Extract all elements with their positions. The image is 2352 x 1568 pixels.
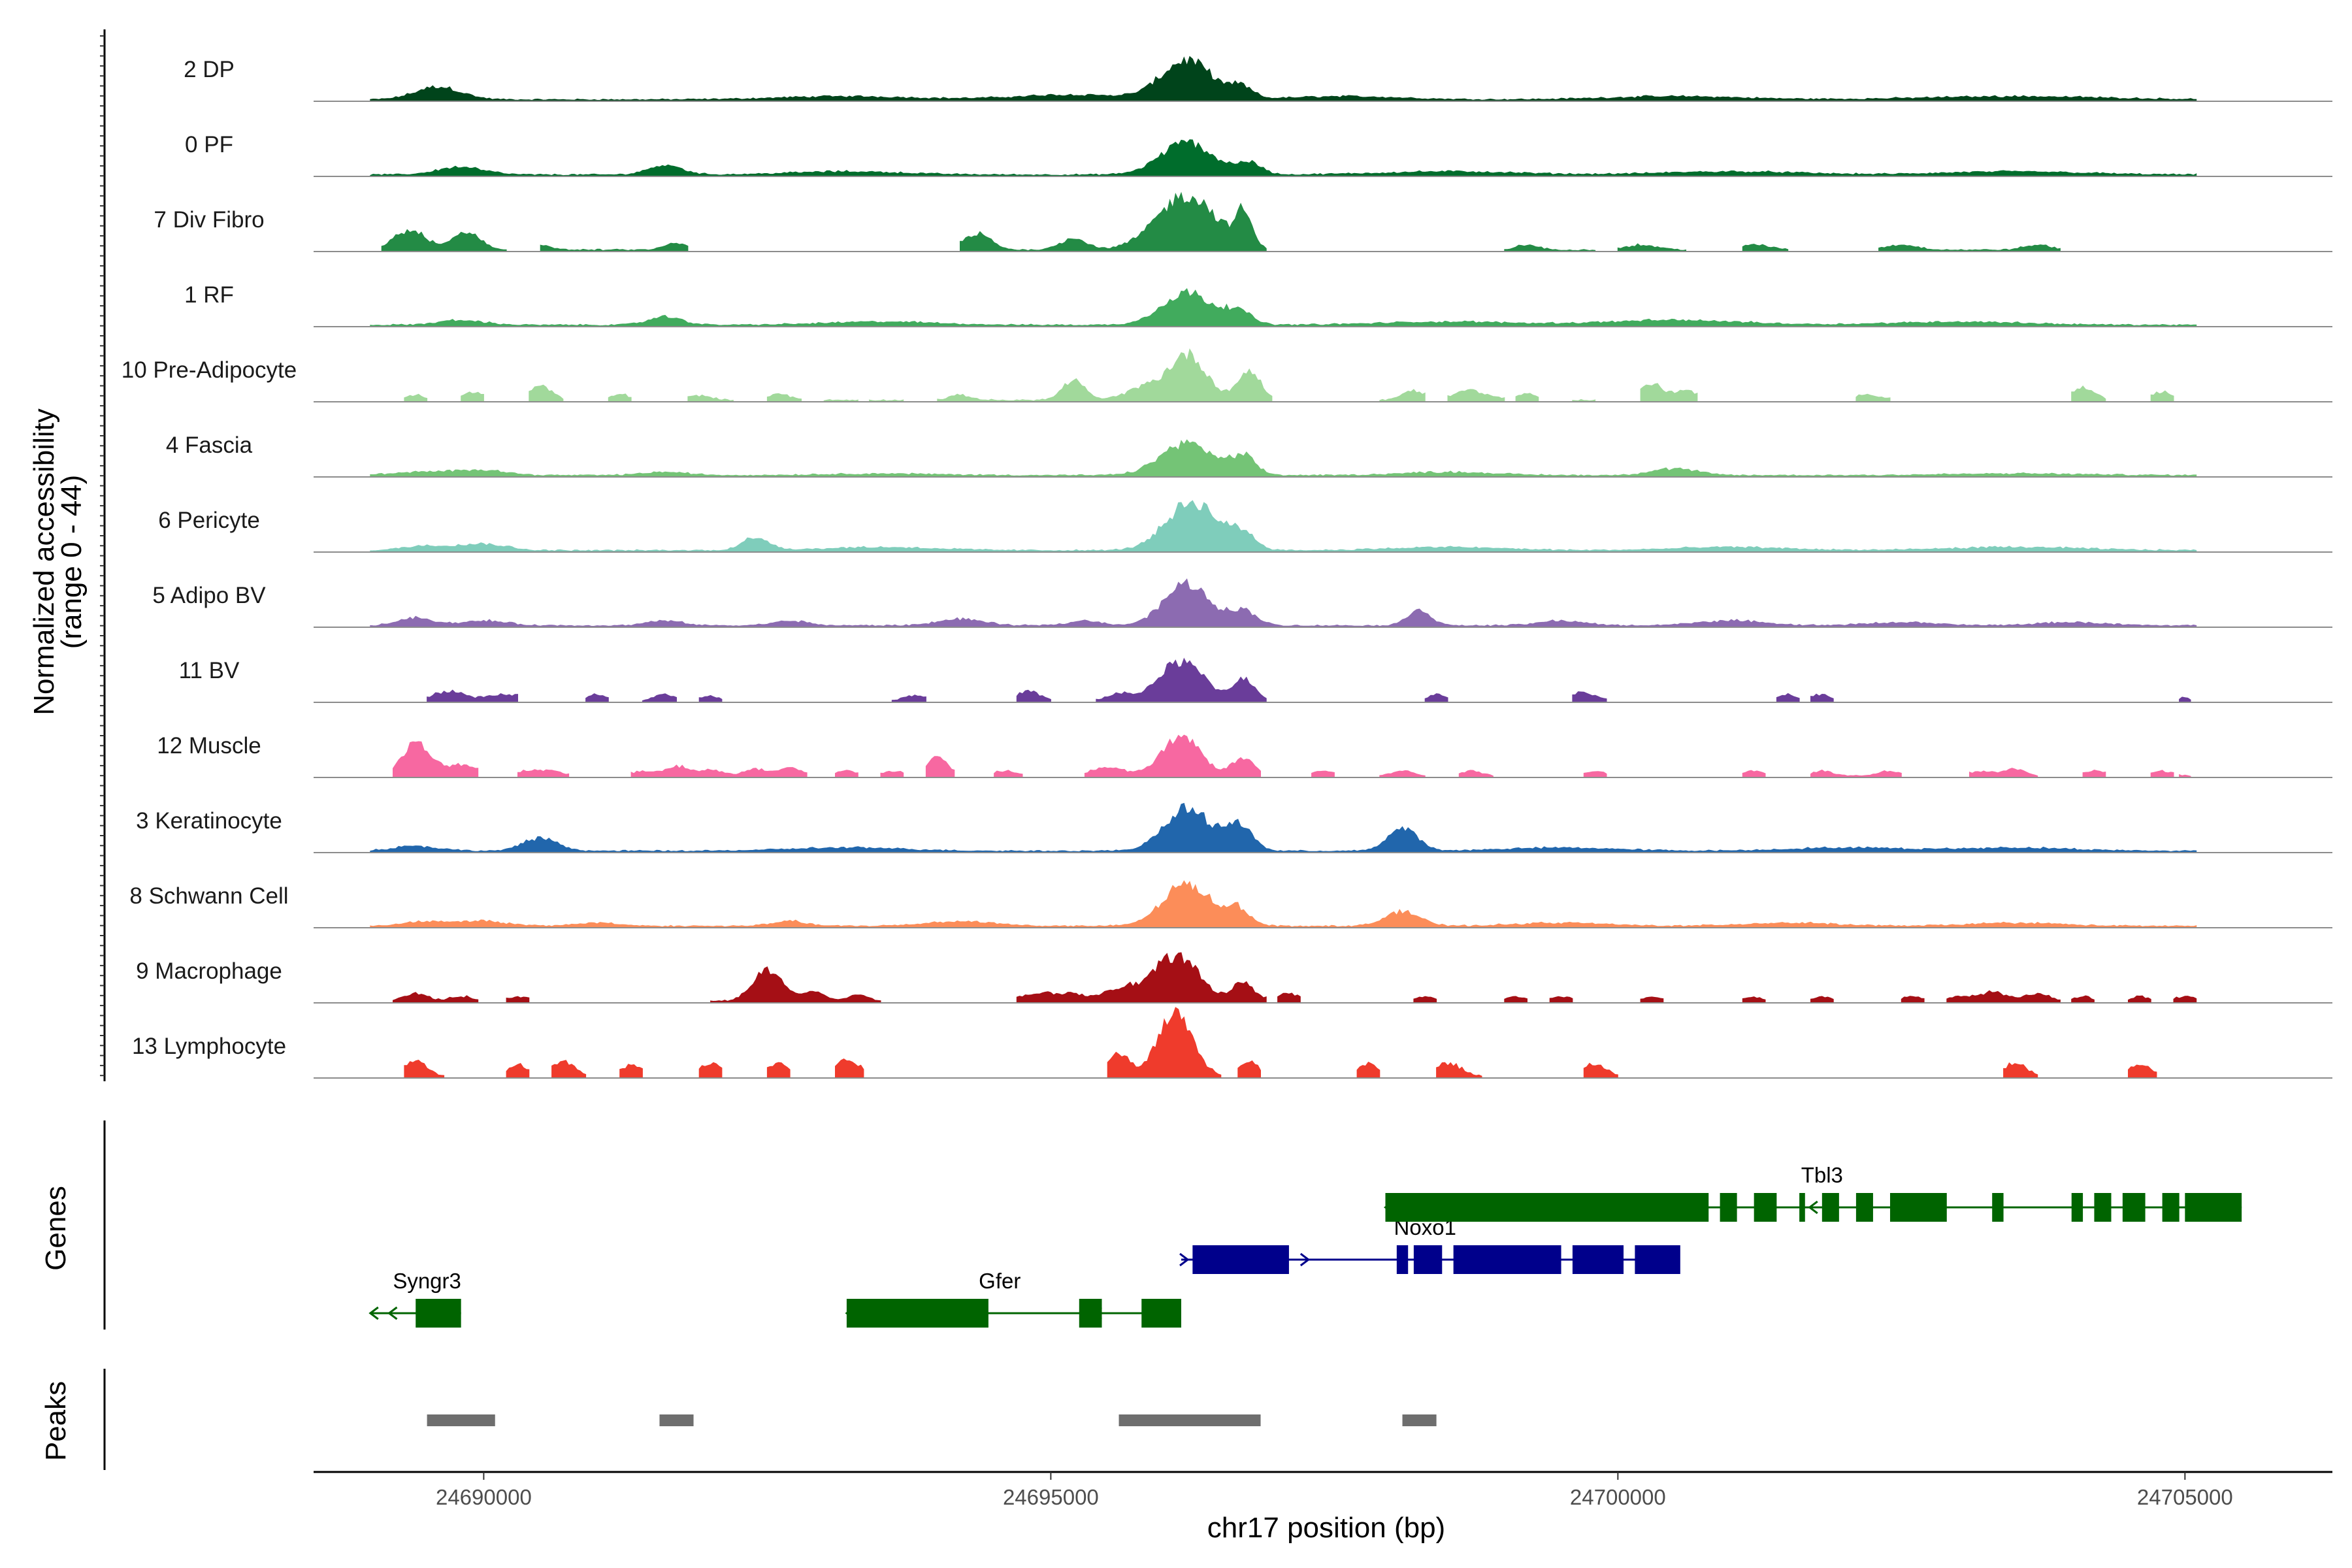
coverage-area <box>370 439 2197 478</box>
x-axis-title: chr17 position (bp) <box>1207 1512 1445 1544</box>
y-axis <box>100 29 106 1470</box>
coverage-tracks: 2 DP 0 PF 7 Div Fibro 1 RF 10 Pre-Adipocyte 4… <box>122 56 2332 1079</box>
peak-region <box>659 1414 694 1426</box>
y-axis-range: (range 0 - 44) <box>56 475 88 649</box>
gene-exon <box>1453 1245 1561 1274</box>
gene-exon <box>416 1299 461 1328</box>
x-tick-label: 24690000 <box>436 1485 532 1509</box>
peak-region <box>427 1414 495 1426</box>
x-tick-label: 24695000 <box>1003 1485 1099 1509</box>
peak-region <box>1402 1414 1437 1426</box>
gene-exon <box>1889 1193 1947 1222</box>
track-label: 11 BV <box>179 658 240 683</box>
gene-exon <box>1385 1193 1709 1222</box>
coverage-track: 7 Div Fibro <box>154 191 2332 252</box>
coverage-track: 12 Muscle <box>157 733 2332 778</box>
coverage-area <box>370 802 2197 853</box>
coverage-track: 10 Pre-Adipocyte <box>122 348 2332 402</box>
gene-exon <box>2071 1193 2083 1222</box>
track-label: 5 Adipo BV <box>152 583 266 608</box>
track-label: 6 Pericyte <box>158 508 260 533</box>
track-label: 8 Schwann Cell <box>129 883 288 909</box>
strand-chevron <box>387 1306 398 1320</box>
coverage-area <box>370 578 2197 628</box>
peaks-track <box>427 1414 1437 1426</box>
gene-label: Syngr3 <box>393 1269 461 1293</box>
gene-label: Tbl3 <box>1801 1163 1843 1187</box>
track-label: 9 Macrophage <box>136 958 282 984</box>
coverage-track: 11 BV <box>179 657 2332 703</box>
gene-exon <box>2162 1193 2180 1222</box>
gene-exon <box>1720 1193 1737 1222</box>
strand-chevron <box>1299 1252 1311 1267</box>
gene-exon <box>1413 1245 1443 1274</box>
track-label: 1 RF <box>184 282 234 308</box>
track-label: 3 Keratinocyte <box>136 808 282 834</box>
track-label: 0 PF <box>185 132 233 157</box>
track-label: 13 Lymphocyte <box>132 1034 286 1059</box>
coverage-track: 1 RF <box>184 282 2332 327</box>
track-label: 10 Pre-Adipocyte <box>122 357 297 383</box>
gene-model: Gfer <box>845 1269 1182 1328</box>
coverage-track: 3 Keratinocyte <box>136 802 2332 853</box>
coverage-track: 4 Fascia <box>166 433 2332 478</box>
coverage-area <box>381 191 2061 252</box>
coverage-area <box>404 1007 2157 1079</box>
gene-exon <box>2122 1193 2146 1222</box>
gene-exon <box>1079 1299 1102 1328</box>
strand-arrow <box>1179 1252 1190 1267</box>
coverage-area <box>370 139 2197 177</box>
gene-exon <box>2185 1193 2242 1222</box>
peaks-panel-title: Peaks <box>40 1381 72 1461</box>
gene-exon <box>1635 1245 1680 1274</box>
coverage-track: 13 Lymphocyte <box>132 1007 2332 1079</box>
coverage-track: 6 Pericyte <box>158 500 2332 553</box>
gene-model: Noxo1 <box>1179 1215 1680 1274</box>
strand-arrow <box>368 1306 379 1320</box>
gene-exon <box>1192 1245 1289 1274</box>
gene-model: Syngr3 <box>368 1269 461 1328</box>
x-tick-label: 24705000 <box>2137 1485 2233 1509</box>
genes-panel-title: Genes <box>40 1186 72 1271</box>
coverage-track: 2 DP <box>184 56 2332 102</box>
gene-exon <box>846 1299 988 1328</box>
coverage-area <box>370 880 2197 928</box>
x-tick-label: 24700000 <box>1570 1485 1666 1509</box>
track-label: 12 Muscle <box>157 733 261 759</box>
gene-exon <box>1799 1193 1805 1222</box>
gene-exon <box>1572 1245 1624 1274</box>
coverage-area <box>393 952 2197 1004</box>
coverage-area <box>370 288 2197 327</box>
gene-exon <box>1754 1193 1777 1222</box>
peak-region <box>1119 1414 1261 1426</box>
strand-chevron <box>1808 1200 1818 1215</box>
y-axis-title: Normalized accessibility <box>28 408 60 715</box>
coverage-area <box>370 56 2197 102</box>
gene-exon <box>1141 1299 1182 1328</box>
gene-exon <box>1821 1193 1839 1222</box>
coverage-area <box>370 500 2197 553</box>
coverage-track: 0 PF <box>185 132 2332 177</box>
gene-exon <box>1396 1245 1409 1274</box>
gene-exon <box>1855 1193 1873 1222</box>
gene-exon <box>2094 1193 2112 1222</box>
track-label: 2 DP <box>184 57 235 82</box>
track-label: 7 Div Fibro <box>154 207 264 233</box>
coverage-track: 5 Adipo BV <box>152 578 2332 628</box>
coverage-area <box>393 734 2191 778</box>
coverage-track: 9 Macrophage <box>136 952 2332 1004</box>
x-axis: 24690000 24695000 24700000 24705000 <box>314 1471 2332 1509</box>
gene-exon <box>1992 1193 2004 1222</box>
gene-model: Tbl3 <box>1383 1163 2242 1222</box>
coverage-area <box>427 657 2191 703</box>
coverage-track: 8 Schwann Cell <box>129 880 2332 928</box>
track-label: 4 Fascia <box>166 433 253 458</box>
coverage-area <box>404 348 2174 402</box>
gene-label: Gfer <box>979 1269 1021 1293</box>
gene-annotation-track: Syngr3 Gfer Noxo1 Tbl3 <box>368 1163 2242 1328</box>
